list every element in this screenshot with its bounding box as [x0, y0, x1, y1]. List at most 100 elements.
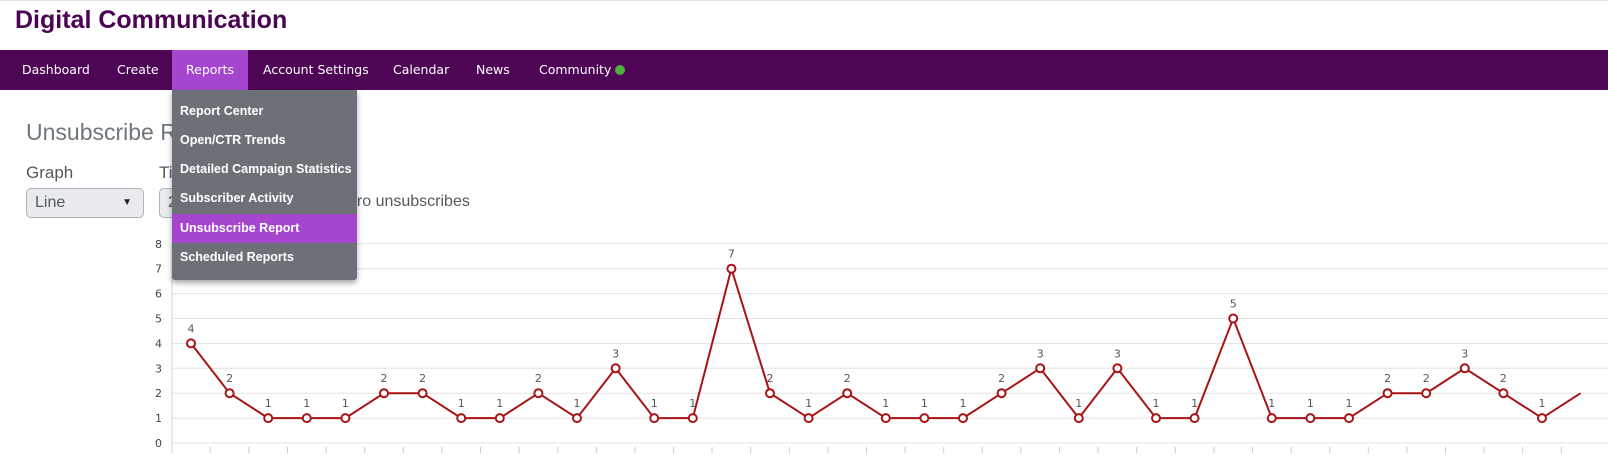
data-label: 2 [419, 372, 426, 385]
caret-down-icon: ▼ [122, 197, 132, 208]
nav-community[interactable]: Community [539, 50, 626, 90]
data-label: 1 [1268, 397, 1275, 410]
data-point [1498, 388, 1509, 399]
nav-reports[interactable]: Reports [172, 50, 248, 90]
data-point [610, 363, 621, 374]
data-label: 2 [1500, 372, 1507, 385]
data-point [958, 413, 968, 424]
data-label: 2 [844, 372, 851, 385]
y-tick-label: 3 [155, 362, 162, 375]
data-point [649, 413, 660, 424]
data-point [186, 338, 196, 349]
menu-item-detailed-campaign-statistics[interactable]: Detailed Campaign Statistics [180, 162, 352, 176]
data-point [572, 413, 582, 424]
menu-item-subscriber-activity[interactable]: Subscriber Activity [180, 191, 294, 205]
data-point [1035, 363, 1046, 374]
data-label: 1 [1346, 397, 1353, 410]
data-label: 2 [1423, 372, 1430, 385]
data-label: 2 [535, 372, 542, 385]
nav-news[interactable]: News [476, 62, 510, 77]
data-point [687, 413, 698, 424]
data-point [1305, 413, 1316, 424]
menu-item-unsubscribe-report[interactable]: Unsubscribe Report [172, 214, 357, 243]
data-point [263, 413, 274, 424]
menu-item-report-center[interactable]: Report Center [180, 104, 264, 118]
data-label: 1 [303, 397, 310, 410]
data-label: 1 [1153, 397, 1160, 410]
data-point [533, 388, 544, 399]
app-title: Digital Communication [15, 6, 288, 34]
data-point [456, 413, 467, 424]
data-point [1344, 413, 1354, 424]
data-point [1112, 363, 1123, 374]
data-label: 1 [960, 397, 967, 410]
page-title: Unsubscribe R [26, 119, 177, 145]
data-point [1421, 388, 1432, 399]
data-point [1459, 363, 1470, 374]
data-label: 1 [651, 397, 658, 410]
data-label: 1 [342, 397, 349, 410]
data-point [494, 413, 505, 424]
online-dot-icon [615, 65, 626, 75]
y-tick-label: 7 [155, 263, 162, 276]
data-point [919, 413, 930, 424]
main-navbar: Dashboard Create Reports Account Setting… [0, 50, 1608, 90]
data-label: 7 [728, 248, 735, 261]
y-tick-label: 4 [155, 337, 162, 350]
graph-type-label: Graph [26, 163, 74, 182]
data-label: 1 [805, 397, 812, 410]
data-label: 3 [612, 347, 619, 360]
data-label: 2 [1384, 372, 1391, 385]
data-point [803, 413, 814, 424]
time-label: Ti [159, 163, 173, 182]
data-point [1228, 313, 1239, 324]
nav-dashboard[interactable]: Dashboard [22, 62, 90, 77]
y-tick-label: 2 [155, 387, 162, 400]
nav-community-label: Community [539, 62, 612, 77]
data-point [1073, 413, 1084, 424]
data-point [224, 388, 235, 399]
data-point [842, 388, 853, 399]
y-tick-label: 5 [155, 313, 162, 326]
data-label: 2 [998, 372, 1005, 385]
data-label: 1 [1191, 397, 1198, 410]
data-label: 1 [574, 397, 581, 410]
y-tick-label: 8 [155, 238, 162, 251]
data-label: 1 [265, 397, 272, 410]
nav-create[interactable]: Create [117, 62, 159, 77]
data-point [726, 263, 737, 274]
menu-item-open-ctr-trends[interactable]: Open/CTR Trends [180, 133, 286, 147]
data-point [996, 388, 1007, 399]
data-label: 2 [226, 372, 233, 385]
data-point [301, 413, 312, 424]
unsubscribe-line-chart: 0 1 2 3 4 5 6 7 8 4 2 1 1 1 2 2 1 1 2 1 3 1 1 7 2 1 2 1 1 1 2 3 1 3 1 1 5 1 1 1… [155, 238, 1608, 453]
data-point [1266, 413, 1277, 424]
nav-calendar[interactable]: Calendar [393, 62, 450, 77]
y-tick-label: 0 [155, 437, 162, 450]
data-point [340, 413, 351, 424]
data-label: 3 [1114, 347, 1121, 360]
data-point [1537, 413, 1547, 424]
data-label: 3 [1037, 347, 1044, 360]
data-label: 1 [1307, 397, 1314, 410]
data-label: 5 [1230, 298, 1237, 311]
y-tick-label: 1 [155, 412, 162, 425]
data-label: 4 [188, 322, 195, 335]
y-tick-label: 6 [155, 288, 162, 301]
data-point [1382, 388, 1393, 399]
data-point [880, 413, 891, 424]
nav-account-settings[interactable]: Account Settings [263, 62, 369, 77]
top-border [0, 0, 1608, 1]
graph-type-select[interactable]: Line ▼ [26, 188, 144, 218]
data-label: 1 [882, 397, 889, 410]
data-label: 1 [689, 397, 696, 410]
data-point [1189, 413, 1200, 424]
data-point [765, 388, 775, 399]
menu-item-scheduled-reports[interactable]: Scheduled Reports [180, 250, 294, 264]
data-label: 2 [381, 372, 388, 385]
data-label: 3 [1461, 347, 1468, 360]
data-label: 2 [767, 372, 774, 385]
reports-dropdown-menu: Report Center Open/CTR Trends Detailed C… [172, 90, 357, 280]
data-label: 1 [458, 397, 465, 410]
zero-unsubscribes-label: zero unsubscribes [340, 193, 470, 210]
